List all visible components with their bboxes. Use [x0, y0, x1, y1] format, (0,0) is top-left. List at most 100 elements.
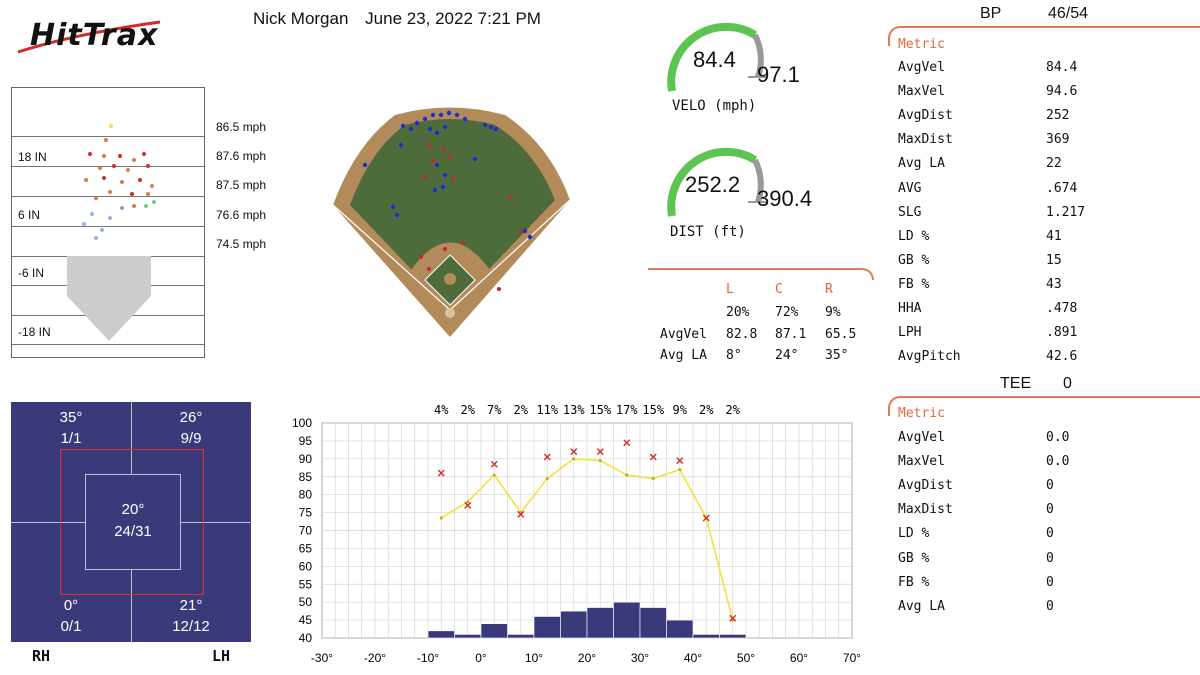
stat-value: 0	[1046, 502, 1054, 518]
y-tick-label: 40	[299, 631, 313, 645]
pitch-dot	[102, 176, 106, 180]
speed-label: 87.5 mph	[216, 178, 267, 192]
lcr-header-l: L	[726, 282, 734, 297]
pitch-dot	[109, 124, 113, 128]
velo-avg-value: 84.4	[693, 47, 736, 72]
hit-dot	[390, 204, 396, 210]
player-name: Nick Morgan	[253, 9, 349, 28]
y-tick-label: 60	[299, 559, 313, 573]
velo-max-value: 97.1	[757, 62, 800, 87]
max-velocity-marker	[676, 457, 684, 465]
session-header: Nick Morgan June 23, 2022 7:21 PM	[253, 9, 553, 29]
pitch-dot	[88, 152, 92, 156]
x-tick-label: 70°	[843, 651, 861, 665]
stat-label: AvgPitch	[898, 349, 961, 365]
bp-divider	[888, 26, 1200, 46]
stat-value: 15	[1046, 252, 1062, 268]
x-tick-label: 30°	[631, 651, 649, 665]
pitch-dot	[132, 204, 136, 208]
spray-chart-field	[332, 107, 571, 337]
hit-dot	[462, 116, 468, 122]
zone-gridline	[12, 344, 204, 345]
hit-dot	[427, 143, 431, 147]
hit-dot	[488, 124, 494, 130]
y-tick-label: 100	[292, 416, 312, 430]
y-tick-label: 50	[299, 595, 313, 609]
avg-velocity-line	[440, 458, 734, 621]
stat-label: HHA	[898, 301, 922, 316]
bin-percent-label: 17%	[616, 403, 638, 417]
bin-percent-label: 11%	[536, 403, 558, 417]
stat-value: 43	[1046, 276, 1062, 292]
lcr-pct-c: 72%	[775, 305, 799, 320]
bp-count: 46/54	[1048, 5, 1089, 22]
zone-gridline	[12, 136, 204, 137]
stat-value: 0	[1046, 550, 1054, 566]
pitch-dot	[112, 164, 116, 168]
pitch-dot	[130, 192, 134, 196]
logo-swoosh-icon	[17, 20, 161, 54]
strike-zone-outline	[60, 449, 204, 595]
x-tick-label: 60°	[790, 651, 808, 665]
center-zone	[85, 474, 181, 570]
hit-dot	[400, 123, 406, 129]
lcr-cell: 24°	[775, 348, 799, 363]
avg-velocity-point	[492, 473, 496, 477]
right-handed-label: RH	[32, 647, 51, 665]
hit-dot	[414, 120, 420, 126]
lcr-table: L C R 20% 72% 9% AvgVel 82.8 87.1 65.5 A…	[648, 268, 876, 376]
pitch-dot	[120, 206, 124, 210]
stat-value: .478	[1046, 301, 1078, 316]
y-tick-label: 55	[299, 577, 313, 591]
stat-label: AvgVel	[898, 430, 945, 445]
lcr-pct-r: 9%	[825, 305, 841, 320]
bin-percent-label: 9%	[673, 403, 688, 417]
stat-label: AvgDist	[898, 478, 953, 494]
max-velocity-marker	[570, 448, 578, 456]
lcr-header-c: C	[775, 282, 783, 297]
y-tick-label: 90	[299, 452, 313, 466]
tee-divider	[888, 396, 1200, 416]
bin-percent-label: 2%	[699, 403, 714, 417]
hit-dot	[493, 126, 499, 132]
zone-gridline	[12, 196, 204, 197]
pitch-dot	[142, 152, 146, 156]
lcr-cell: 65.5	[825, 327, 857, 342]
max-velocity-marker	[464, 501, 472, 509]
histogram-bar	[692, 634, 720, 639]
velo-gauge-label: VELO (mph)	[672, 98, 757, 114]
avg-velocity-point	[466, 500, 470, 504]
bin-percent-label: 7%	[487, 403, 502, 417]
histogram-bar	[454, 634, 482, 639]
launch-angle-zone-grid: 35° 1/1 26° 9/9 20° 24/31 0° 0/1 21° 12/…	[11, 402, 251, 642]
hit-dot	[482, 122, 488, 128]
lcr-pct-l: 20%	[726, 305, 750, 320]
hit-dot	[441, 147, 445, 151]
pitch-dot	[132, 158, 136, 162]
hit-dot	[442, 172, 448, 178]
speed-label: 87.6 mph	[216, 149, 267, 163]
zone-tl-count: 1/1	[60, 430, 82, 447]
pitch-dot	[104, 138, 108, 142]
stat-label: AVG	[898, 180, 922, 196]
pitch-dot	[150, 184, 154, 188]
stat-label: GB %	[898, 550, 930, 566]
zone-center-angle: 20°	[121, 501, 145, 518]
max-velocity-marker	[596, 448, 604, 456]
tee-stats-panel: TEE 0 Metric AvgVel 0.0 MaxVel 0.0 AvgDist 0 M…	[888, 375, 1200, 620]
pitch-dot	[98, 166, 102, 170]
y-tick-label: 45	[299, 613, 313, 627]
hit-dot	[522, 228, 528, 234]
bin-percent-label: 2%	[461, 403, 476, 417]
left-handed-label: LH	[212, 647, 231, 665]
zone-gridline	[12, 226, 204, 227]
zone-tr-angle: 26°	[179, 409, 203, 426]
hit-dot	[419, 255, 423, 259]
pitch-dot	[94, 196, 98, 200]
stat-label: LD %	[898, 228, 930, 244]
hit-dot	[430, 112, 436, 118]
bin-percent-label: 15%	[642, 403, 664, 417]
max-velocity-marker	[623, 439, 631, 447]
stat-value: 0	[1046, 574, 1054, 590]
x-tick-label: 0°	[475, 651, 487, 665]
